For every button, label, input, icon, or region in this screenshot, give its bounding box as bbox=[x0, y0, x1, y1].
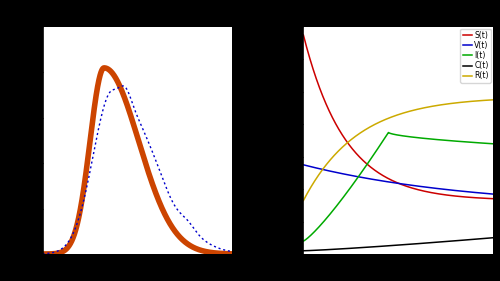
S(t) bbox=[384, 176, 390, 179]
I(t) bbox=[448, 139, 454, 142]
I(t) bbox=[384, 133, 390, 137]
R(t) bbox=[490, 98, 496, 101]
Line: C(t): C(t) bbox=[304, 238, 492, 251]
C(t) bbox=[448, 239, 454, 243]
Line: V(t): V(t) bbox=[304, 165, 492, 194]
V(t) bbox=[452, 189, 458, 192]
C(t) bbox=[377, 245, 383, 248]
V(t) bbox=[377, 179, 383, 182]
C(t) bbox=[490, 236, 496, 239]
I(t) bbox=[300, 239, 306, 243]
R(t) bbox=[300, 199, 306, 202]
V(t) bbox=[384, 180, 390, 183]
C(t) bbox=[384, 244, 390, 248]
Y-axis label: Active Cases: Active Cases bbox=[2, 112, 11, 169]
I(t) bbox=[430, 138, 436, 141]
I(t) bbox=[386, 131, 392, 134]
Line: R(t): R(t) bbox=[304, 100, 492, 200]
Y-axis label: INDIA - Trends of SVICR compartments: INDIA - Trends of SVICR compartments bbox=[268, 67, 277, 214]
R(t) bbox=[377, 120, 383, 124]
R(t) bbox=[384, 117, 390, 121]
R(t) bbox=[452, 101, 458, 105]
C(t) bbox=[300, 249, 306, 252]
V(t) bbox=[300, 163, 306, 167]
I(t) bbox=[377, 144, 383, 147]
S(t) bbox=[452, 194, 458, 198]
Line: S(t): S(t) bbox=[304, 35, 492, 199]
S(t) bbox=[448, 194, 454, 197]
R(t) bbox=[448, 102, 454, 105]
V(t) bbox=[320, 168, 326, 171]
R(t) bbox=[320, 168, 326, 171]
S(t) bbox=[490, 197, 496, 200]
V(t) bbox=[430, 186, 436, 190]
S(t) bbox=[430, 191, 436, 195]
V(t) bbox=[448, 188, 454, 192]
C(t) bbox=[430, 241, 436, 244]
I(t) bbox=[452, 139, 458, 143]
I(t) bbox=[490, 142, 496, 146]
C(t) bbox=[320, 248, 326, 251]
S(t) bbox=[320, 94, 326, 98]
X-axis label: Time: Time bbox=[387, 278, 409, 281]
V(t) bbox=[490, 192, 496, 196]
R(t) bbox=[430, 105, 436, 108]
Line: I(t): I(t) bbox=[304, 133, 492, 241]
I(t) bbox=[320, 221, 326, 225]
X-axis label: time (in days): time (in days) bbox=[106, 278, 168, 281]
C(t) bbox=[452, 239, 458, 243]
S(t) bbox=[377, 172, 383, 175]
Legend: S(t), V(t), I(t), C(t), R(t): S(t), V(t), I(t), C(t), R(t) bbox=[460, 29, 491, 83]
S(t) bbox=[300, 33, 306, 37]
